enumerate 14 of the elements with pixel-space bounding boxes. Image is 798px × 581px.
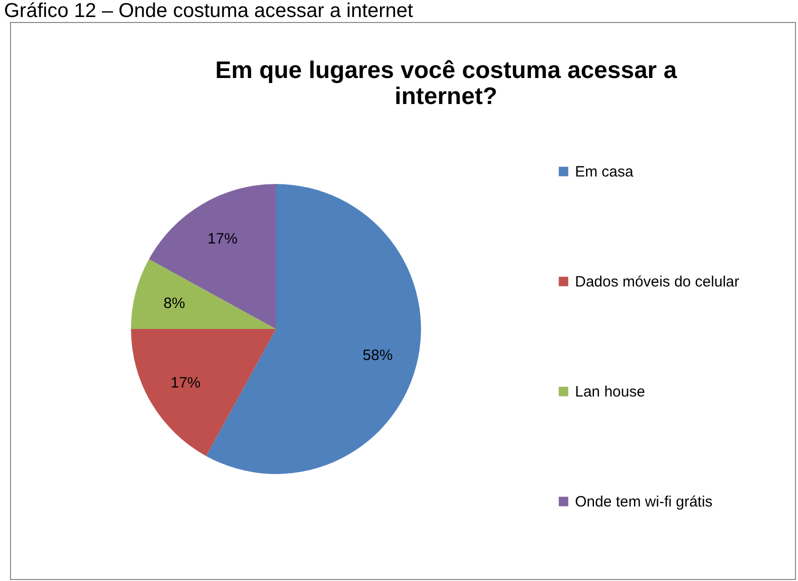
data-label: 8% — [163, 294, 186, 312]
data-label: 17% — [208, 230, 238, 248]
data-label: 17% — [170, 374, 201, 392]
legend-label: Lan house — [575, 384, 646, 400]
pie-slice — [206, 184, 421, 474]
pie-slice — [131, 259, 276, 329]
pie-slice — [131, 329, 276, 456]
data-label: 58% — [362, 347, 393, 364]
text: Gráfico 12 – Onde costuma acessar a internet — [3, 0, 414, 22]
chart-title: Em que lugares você costuma acessar a internet? — [215, 57, 678, 110]
legend-label: Dados móveis do celular — [575, 274, 740, 290]
pie-slice — [148, 184, 276, 329]
legend-label: Onde tem wi-fi grátis — [575, 494, 713, 510]
legend-label: Em casa — [575, 164, 634, 180]
